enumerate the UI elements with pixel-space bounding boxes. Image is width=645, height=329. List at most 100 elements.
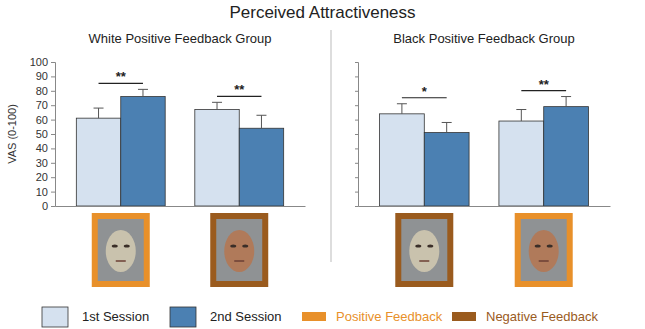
error-cap [442, 122, 452, 123]
panel-title: Black Positive Feedback Group [393, 31, 574, 46]
face-mouth [419, 260, 429, 262]
panel: Black Positive Feedback Group*** [355, 31, 611, 287]
bar [379, 114, 424, 206]
significance-label: ** [539, 77, 550, 92]
error-cap [397, 103, 407, 104]
y-axis-title: VAS (0-100) [6, 104, 18, 164]
y-tick-mark [355, 120, 358, 121]
y-tick: 70 [36, 99, 55, 111]
face-eye [547, 244, 553, 247]
face-eye [112, 244, 118, 247]
bar [544, 107, 589, 206]
x-axis [359, 206, 611, 207]
face-picture [92, 213, 150, 287]
y-tick-label: 40 [36, 142, 48, 154]
error-cap [212, 102, 222, 103]
y-tick-mark [355, 91, 358, 92]
y-tick-label: 70 [36, 99, 48, 111]
y-tick-mark [51, 148, 55, 149]
error-stem [401, 104, 402, 114]
error-stem [261, 115, 262, 128]
face-background [216, 219, 262, 281]
error-bar [397, 104, 407, 114]
face-background [401, 219, 447, 281]
face-frame [92, 213, 150, 287]
error-cap [94, 108, 104, 109]
y-tick: 0 [42, 200, 55, 212]
y-tick: 30 [36, 157, 55, 169]
error-stem [446, 122, 447, 132]
error-cap [256, 115, 266, 116]
y-tick-mark [51, 177, 55, 178]
y-tick-label: 0 [42, 200, 48, 212]
y-tick-label: 100 [30, 56, 48, 68]
panel-title: White Positive Feedback Group [89, 31, 272, 46]
y-axis-line [51, 63, 56, 207]
error-cap [138, 89, 148, 90]
y-tick [355, 105, 358, 106]
face-background [521, 219, 567, 281]
y-tick [355, 192, 358, 193]
error-stem [98, 108, 99, 118]
significance-label: ** [234, 82, 245, 97]
panel-divider [331, 30, 332, 262]
y-tick-label: 10 [36, 186, 48, 198]
bar [195, 110, 239, 206]
x-axis [56, 206, 306, 207]
y-tick [355, 134, 358, 135]
error-bar [256, 115, 266, 128]
main-title: Perceived Attractiveness [229, 3, 415, 22]
face-background [98, 219, 144, 281]
plot-area [76, 89, 283, 206]
error-bar [442, 122, 452, 132]
chart-root: Perceived Attractiveness White Positive F… [0, 0, 645, 329]
face-picture [210, 213, 268, 287]
y-tick [355, 91, 358, 92]
significance-label: * [422, 84, 428, 99]
bar [424, 133, 469, 206]
y-tick-mark [355, 177, 358, 178]
y-tick-mark [51, 163, 55, 164]
y-tick [355, 76, 358, 77]
y-tick-mark [355, 134, 358, 135]
y-tick [355, 206, 358, 207]
face [106, 230, 136, 272]
error-bar [94, 108, 104, 118]
x-axis-line [359, 206, 611, 207]
face-eye [535, 244, 541, 247]
face-picture [515, 213, 573, 287]
face-eye [242, 244, 248, 247]
error-stem [217, 102, 218, 109]
y-tick-mark [355, 163, 358, 164]
legend-label: 2nd Session [210, 309, 282, 324]
y-tick [355, 62, 358, 63]
y-tick-mark [51, 76, 55, 77]
legend-label: Positive Feedback [336, 309, 443, 324]
legend-swatch [42, 307, 68, 327]
y-tick-label: 60 [36, 114, 48, 126]
error-bar [561, 97, 571, 107]
face-mouth [539, 260, 549, 262]
y-tick-mark [51, 134, 55, 135]
error-cap [516, 109, 526, 110]
face-picture [395, 213, 453, 287]
bar [239, 128, 283, 206]
y-tick: 60 [36, 114, 55, 126]
y-tick-label: 20 [36, 171, 48, 183]
y-tick-mark [51, 91, 55, 92]
error-cap [561, 96, 571, 97]
y-tick-mark [355, 62, 358, 63]
bar [499, 121, 544, 206]
plot-area [379, 97, 588, 206]
y-axis: 0102030405060708090100 [30, 56, 56, 212]
face [529, 230, 559, 272]
legend-label: Negative Feedback [486, 309, 599, 324]
y-tick-mark [51, 206, 55, 207]
face [224, 230, 254, 272]
y-tick-mark [355, 105, 358, 106]
y-tick: 40 [36, 142, 55, 154]
y-tick-mark [355, 148, 358, 149]
y-tick: 100 [30, 56, 55, 68]
error-bar [138, 89, 148, 96]
panel: White Positive Feedback Group01020304050… [6, 31, 306, 287]
